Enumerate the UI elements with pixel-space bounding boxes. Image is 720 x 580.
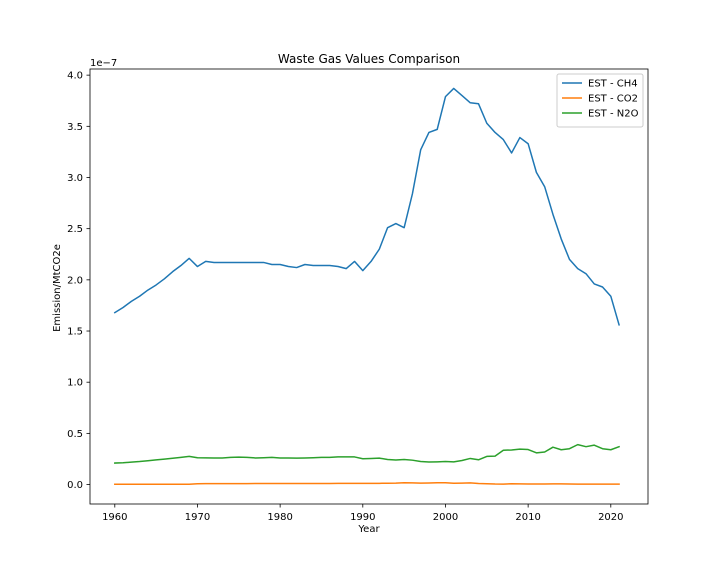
y-axis-label: Emission/MtCO2e <box>52 244 63 332</box>
legend-label: EST - CH4 <box>588 79 638 90</box>
plot-frame <box>89 68 649 505</box>
x-axis-label: Year <box>357 524 380 535</box>
x-tick-label: 1990 <box>350 512 375 523</box>
y-tick-label: 2.0 <box>67 275 83 286</box>
chart-title: Waste Gas Values Comparison <box>278 52 460 66</box>
series-lines <box>113 87 621 485</box>
series-line-1 <box>114 482 620 485</box>
y-tick-label: 1.0 <box>67 378 83 389</box>
x-tick-label: 2020 <box>598 512 623 523</box>
y-tick-label: 0.5 <box>67 429 83 440</box>
x-tick-label: 1960 <box>102 512 127 523</box>
y-tick-label: 2.5 <box>67 224 83 235</box>
legend-label: EST - CO2 <box>588 94 638 105</box>
legend-label: EST - N2O <box>588 109 639 120</box>
x-tick-label: 2010 <box>515 512 540 523</box>
y-offset-label: 1e−7 <box>90 58 117 69</box>
axis-ticks: 1960 1970 1980 1990 2000 2010 2020 0.0 0.5 1.0 1.5… <box>67 71 623 523</box>
x-tick-label: 1970 <box>185 512 210 523</box>
y-tick-label: 4.0 <box>67 71 83 82</box>
series-line-0 <box>113 87 620 326</box>
x-tick-label: 2000 <box>433 512 458 523</box>
legend: EST - CH4 EST - CO2 EST - N2O <box>556 73 644 128</box>
y-tick-label: 0.0 <box>67 480 83 491</box>
y-tick-label: 3.5 <box>67 122 83 133</box>
x-tick-label: 1980 <box>267 512 292 523</box>
y-tick-label: 1.5 <box>67 327 83 338</box>
y-tick-label: 3.0 <box>67 173 83 184</box>
series-line-2 <box>114 443 621 464</box>
